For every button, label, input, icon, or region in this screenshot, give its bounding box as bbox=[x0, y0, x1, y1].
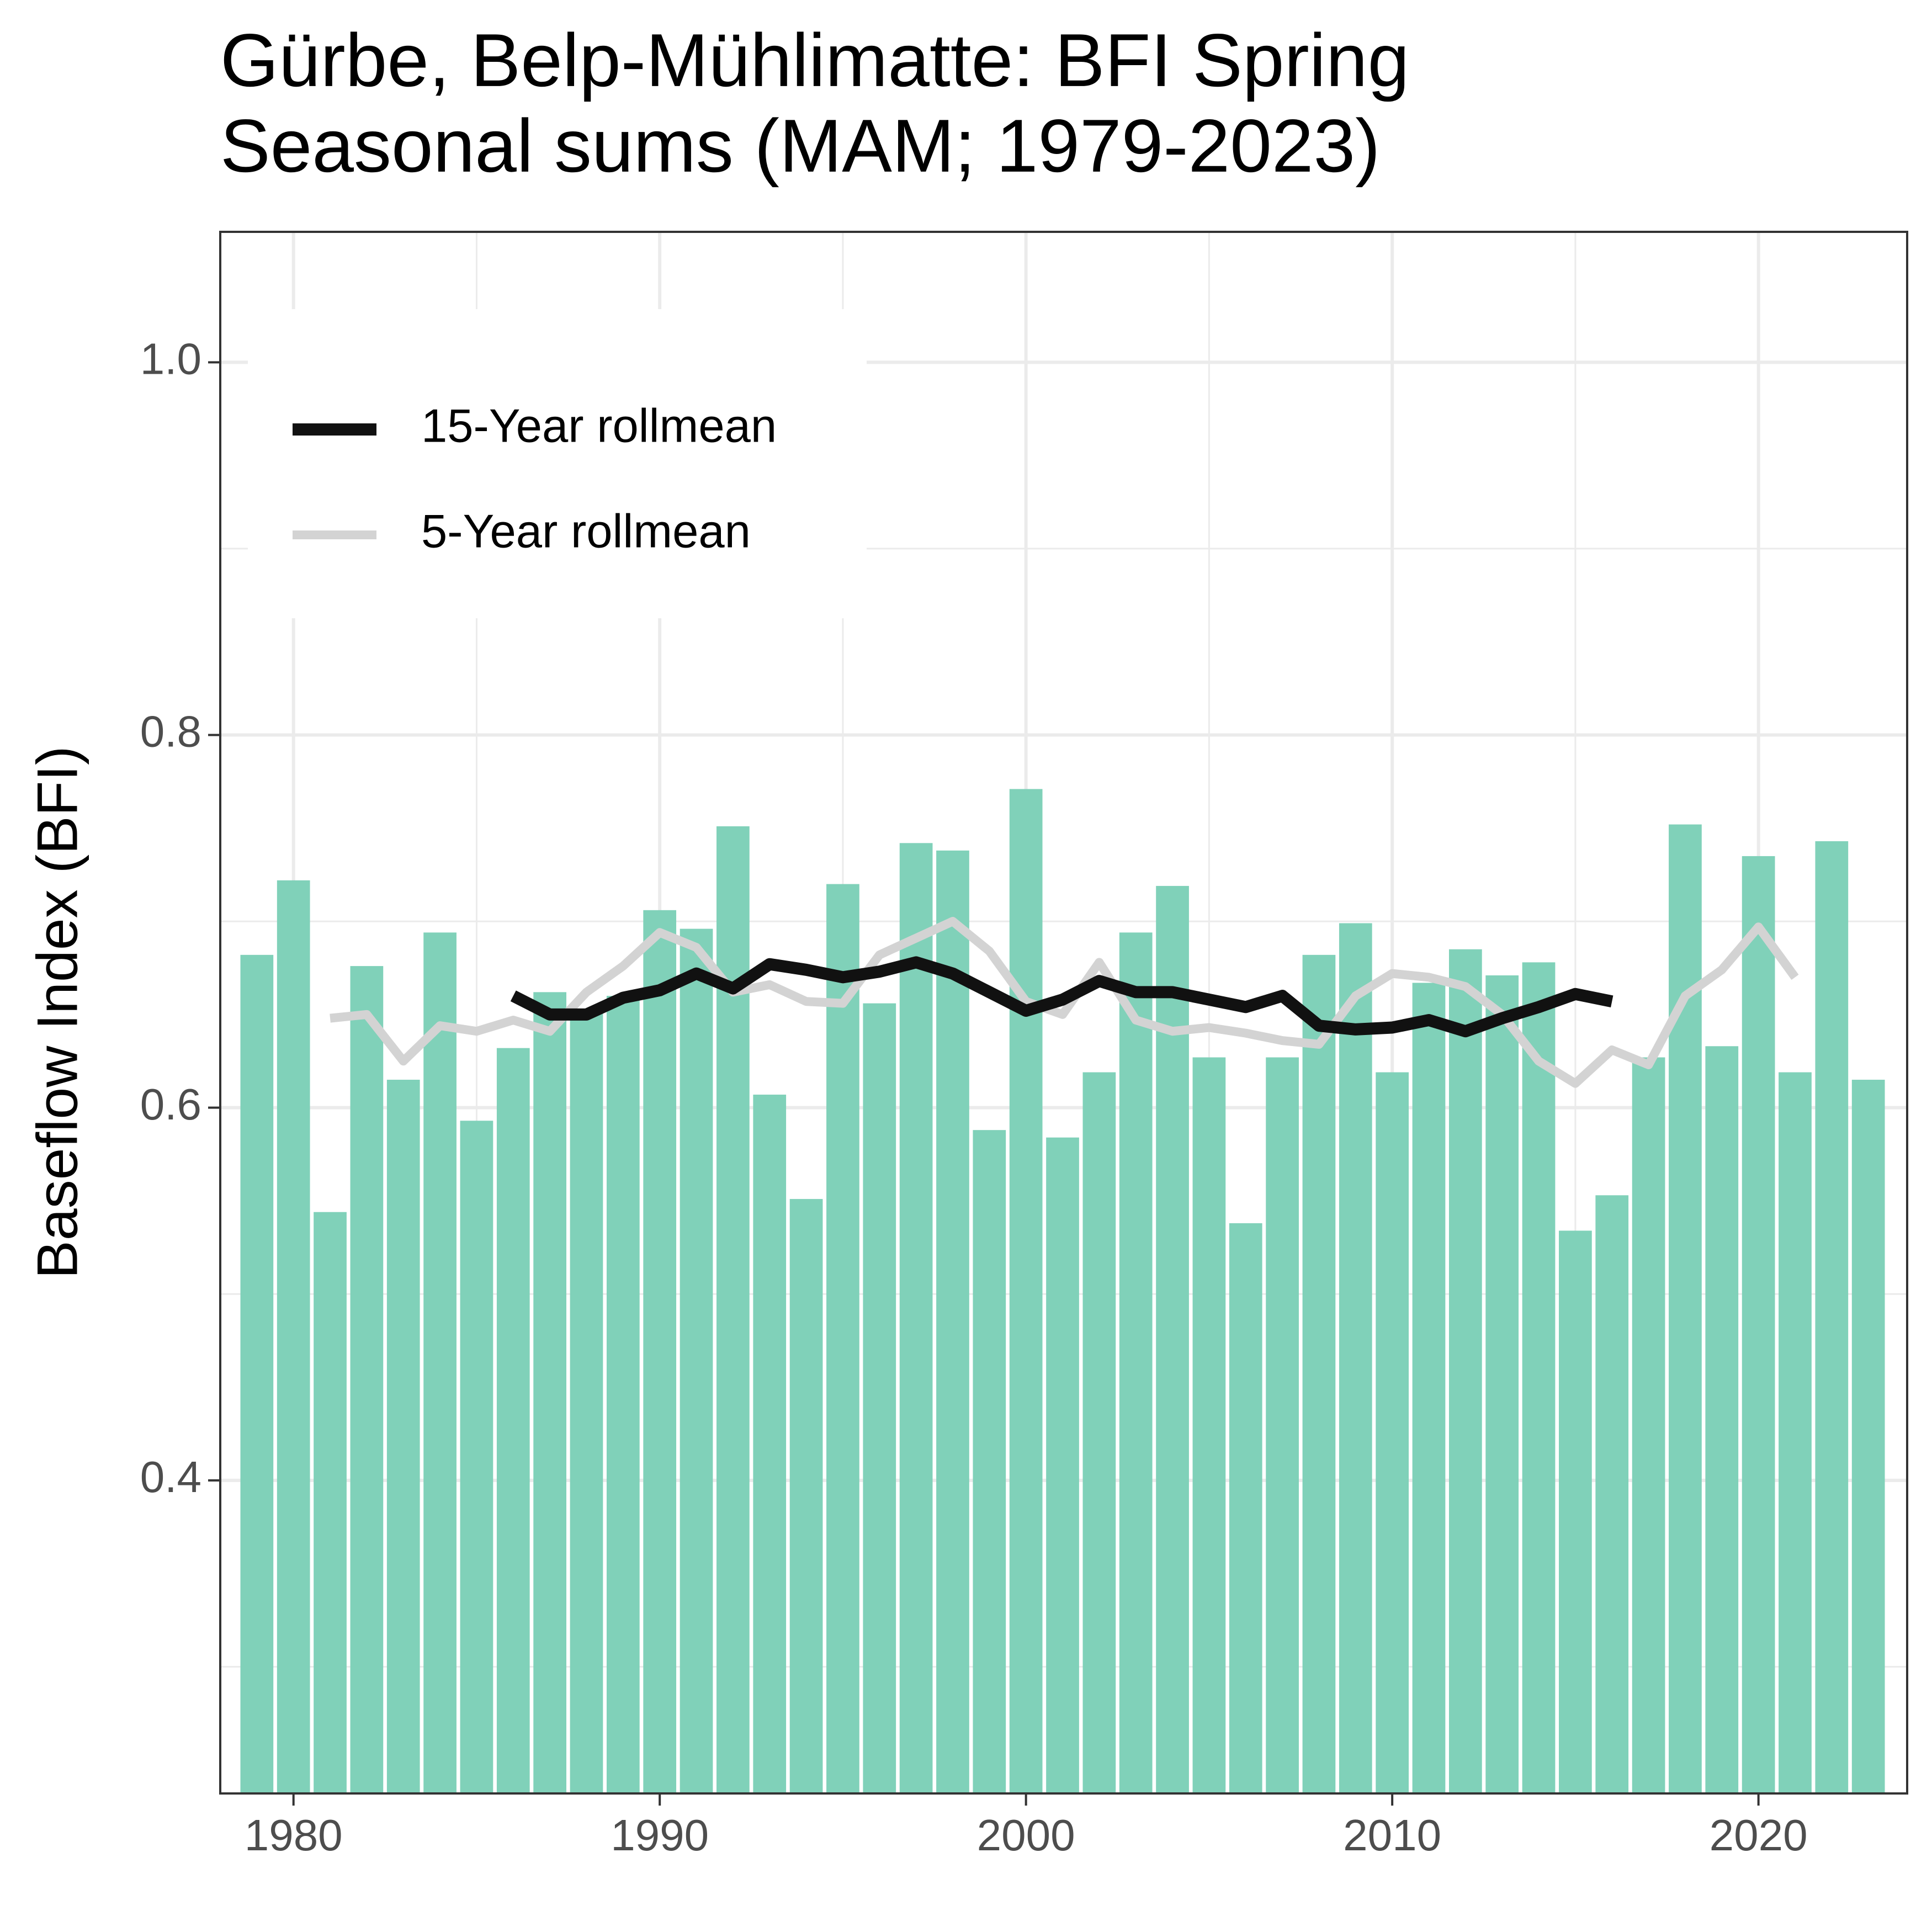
bar bbox=[973, 1130, 1006, 1793]
x-tick-label: 1990 bbox=[611, 1811, 709, 1860]
bar bbox=[1815, 841, 1849, 1793]
bar bbox=[643, 910, 677, 1793]
bar bbox=[460, 1121, 493, 1793]
y-tick-label: 0.4 bbox=[140, 1452, 201, 1501]
bar bbox=[1339, 923, 1372, 1793]
bar bbox=[1412, 983, 1446, 1793]
chart-title: Gürbe, Belp-Mühlimatte: BFI Spring bbox=[220, 18, 1409, 102]
bar bbox=[386, 1080, 420, 1793]
y-tick-label: 0.8 bbox=[140, 707, 201, 756]
bar bbox=[277, 880, 310, 1793]
bar bbox=[680, 928, 713, 1793]
x-tick-label: 2000 bbox=[977, 1811, 1075, 1860]
bar bbox=[1705, 1046, 1739, 1793]
legend: 15-Year rollmean 5-Year rollmean bbox=[248, 309, 867, 618]
bar bbox=[1522, 962, 1556, 1793]
x-tick-label: 2020 bbox=[1710, 1811, 1808, 1860]
bar bbox=[1669, 824, 1702, 1793]
bar bbox=[863, 1003, 896, 1793]
bar bbox=[314, 1212, 347, 1793]
legend-label: 5-Year rollmean bbox=[421, 505, 751, 558]
bar bbox=[826, 884, 859, 1793]
bar bbox=[1485, 975, 1519, 1793]
x-tick-label: 1980 bbox=[245, 1811, 343, 1860]
bar bbox=[936, 850, 969, 1793]
bar bbox=[1742, 856, 1775, 1793]
legend-box bbox=[248, 309, 867, 618]
bar bbox=[1559, 1230, 1592, 1793]
bar bbox=[1851, 1080, 1885, 1793]
y-tick-label: 0.6 bbox=[140, 1080, 201, 1129]
plot-area bbox=[240, 789, 1885, 1793]
line bbox=[510, 956, 1613, 1038]
bar bbox=[240, 954, 274, 1793]
line bbox=[330, 917, 1799, 1088]
bar bbox=[1376, 1072, 1409, 1793]
bar bbox=[1448, 949, 1482, 1793]
bar bbox=[1302, 954, 1336, 1793]
bar bbox=[1046, 1137, 1079, 1793]
bar bbox=[789, 1199, 823, 1793]
bar bbox=[1009, 789, 1043, 1793]
y-tick-label: 1.0 bbox=[140, 334, 201, 383]
x-tick-label: 2010 bbox=[1343, 1811, 1441, 1860]
bar bbox=[1192, 1057, 1226, 1793]
bar bbox=[570, 1011, 603, 1793]
legend-label: 15-Year rollmean bbox=[421, 400, 777, 452]
bar bbox=[753, 1095, 787, 1793]
y-axis-label: Baseflow Index (BFI) bbox=[25, 746, 89, 1278]
bar bbox=[496, 1048, 530, 1793]
bar bbox=[533, 992, 566, 1793]
bar bbox=[1595, 1195, 1629, 1793]
chart-subtitle: Seasonal sums (MAM; 1979-2023) bbox=[220, 104, 1380, 188]
bar bbox=[1229, 1223, 1262, 1793]
bar bbox=[1156, 885, 1189, 1793]
bar bbox=[1082, 1072, 1116, 1793]
bar bbox=[1779, 1072, 1812, 1793]
bar bbox=[1632, 1057, 1665, 1793]
bar bbox=[899, 843, 933, 1793]
bar bbox=[423, 932, 457, 1793]
bar bbox=[1266, 1057, 1299, 1793]
bar bbox=[1119, 932, 1153, 1793]
bar bbox=[606, 996, 640, 1793]
bar bbox=[350, 966, 384, 1793]
panel-border bbox=[219, 231, 1908, 1795]
